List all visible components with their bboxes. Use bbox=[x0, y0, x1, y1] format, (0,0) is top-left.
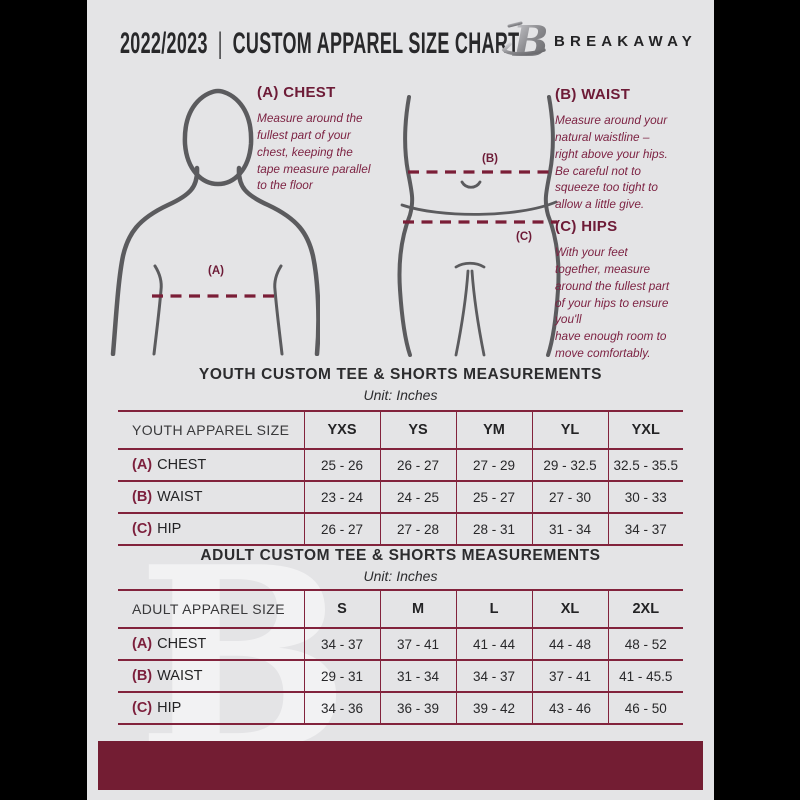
size-value-cell: 28 - 31 bbox=[455, 513, 532, 545]
breakaway-logo-icon: B bbox=[501, 17, 549, 66]
season-label: 2022/2023 bbox=[120, 27, 208, 60]
size-value-cell: 29 - 32.5 bbox=[531, 449, 608, 481]
hips-guide-text: With your feet together, measure around … bbox=[555, 245, 670, 360]
size-value-cell: 34 - 37 bbox=[303, 628, 380, 660]
size-value-cell: 44 - 48 bbox=[531, 628, 608, 660]
footer-accent-bar bbox=[98, 741, 703, 790]
row-label-cell: (B) WAIST bbox=[118, 660, 304, 692]
row-name: HIP bbox=[157, 521, 182, 537]
row-label-cell: (C) HIP bbox=[118, 513, 304, 545]
column-header: L bbox=[455, 590, 532, 628]
size-value-cell: 46 - 50 bbox=[607, 692, 683, 724]
size-value-cell: 31 - 34 bbox=[531, 513, 608, 545]
waist-line-label: (B) bbox=[482, 153, 498, 165]
size-value-cell: 48 - 52 bbox=[607, 628, 683, 660]
title-divider: | bbox=[217, 27, 223, 60]
row-label-cell: (B) WAIST bbox=[118, 481, 304, 513]
table-row: (B) WAIST 29 - 31 31 - 34 34 - 37 37 - 41… bbox=[118, 660, 683, 692]
row-prefix: (B) bbox=[132, 489, 153, 505]
row-prefix: (A) bbox=[132, 636, 153, 652]
hip-line-label: (C) bbox=[516, 231, 532, 243]
row-name: WAIST bbox=[157, 668, 203, 684]
youth-unit-label: Unit: Inches bbox=[363, 387, 438, 403]
youth-size-table: YOUTH APPAREL SIZE YXS YS YM YL YXL (A) C… bbox=[118, 410, 683, 546]
size-value-cell: 27 - 29 bbox=[455, 449, 532, 481]
upper-body-figure: (A) bbox=[110, 88, 320, 356]
row-label-cell: (A) CHEST bbox=[118, 449, 304, 481]
hips-guide: (C) HIPS With your feet together, measur… bbox=[555, 218, 713, 362]
page-title: 2022/2023 | CUSTOM APPAREL SIZE CHART bbox=[120, 27, 519, 61]
waist-guide-heading: (B) WAIST bbox=[555, 86, 631, 103]
size-value-cell: 34 - 37 bbox=[455, 660, 532, 692]
adult-section-title: ADULT CUSTOM TEE & SHORTS MEASUREMENTS bbox=[200, 547, 601, 564]
chest-guide: (A) CHEST Measure around the fullest par… bbox=[257, 84, 409, 194]
size-value-cell: 25 - 26 bbox=[303, 449, 380, 481]
size-chart-page: B 2022/2023 | CUSTOM APPAREL SIZE CHART B … bbox=[87, 0, 714, 800]
size-value-cell: 34 - 37 bbox=[607, 513, 683, 545]
size-value-cell: 31 - 34 bbox=[379, 660, 456, 692]
size-value-cell: 37 - 41 bbox=[531, 660, 608, 692]
row-label-cell: (C) HIP bbox=[118, 692, 304, 724]
chest-line-label: (A) bbox=[208, 265, 224, 277]
table-row: (C) HIP 26 - 27 27 - 28 28 - 31 31 - 34 3… bbox=[118, 513, 683, 545]
chest-guide-heading: (A) CHEST bbox=[257, 84, 336, 101]
row-label-cell: (A) CHEST bbox=[118, 628, 304, 660]
column-header: XL bbox=[531, 590, 608, 628]
chest-guide-text: Measure around the fullest part of your … bbox=[257, 111, 371, 193]
table-header-row: ADULT APPAREL SIZE S M L XL 2XL bbox=[118, 590, 683, 628]
size-value-cell: 39 - 42 bbox=[455, 692, 532, 724]
row-name: WAIST bbox=[157, 489, 203, 505]
size-value-cell: 25 - 27 bbox=[455, 481, 532, 513]
size-value-cell: 24 - 25 bbox=[379, 481, 456, 513]
size-value-cell: 32.5 - 35.5 bbox=[607, 449, 683, 481]
row-prefix: (C) bbox=[132, 700, 153, 716]
row-prefix: (B) bbox=[132, 668, 153, 684]
size-value-cell: 26 - 27 bbox=[303, 513, 380, 545]
table-row: (A) CHEST 25 - 26 26 - 27 27 - 29 29 - 32… bbox=[118, 449, 683, 481]
table-row: (B) WAIST 23 - 24 24 - 25 25 - 27 27 - 30… bbox=[118, 481, 683, 513]
lower-body-figure: (B) (C) bbox=[397, 95, 561, 357]
title-label: CUSTOM APPAREL SIZE CHART bbox=[232, 27, 520, 60]
table-row: (C) HIP 34 - 36 36 - 39 39 - 42 43 - 46 4… bbox=[118, 692, 683, 724]
column-header: YM bbox=[455, 411, 532, 449]
table-row: (A) CHEST 34 - 37 37 - 41 41 - 44 44 - 48… bbox=[118, 628, 683, 660]
row-prefix: (C) bbox=[132, 521, 153, 537]
size-value-cell: 37 - 41 bbox=[379, 628, 456, 660]
size-value-cell: 23 - 24 bbox=[303, 481, 380, 513]
adult-unit-label: Unit: Inches bbox=[363, 568, 438, 584]
brand-name: BREAKAWAY bbox=[554, 33, 697, 50]
column-header: YL bbox=[531, 411, 608, 449]
size-value-cell: 34 - 36 bbox=[303, 692, 380, 724]
adult-size-header-cell: ADULT APPAREL SIZE bbox=[132, 601, 285, 617]
column-header: YXS bbox=[303, 411, 380, 449]
size-value-cell: 30 - 33 bbox=[607, 481, 683, 513]
size-value-cell: 27 - 28 bbox=[379, 513, 456, 545]
row-name: CHEST bbox=[157, 457, 207, 473]
size-value-cell: 41 - 44 bbox=[455, 628, 532, 660]
youth-section-title: YOUTH CUSTOM TEE & SHORTS MEASUREMENTS bbox=[198, 366, 603, 383]
size-value-cell: 43 - 46 bbox=[531, 692, 608, 724]
table-header-row: YOUTH APPAREL SIZE YXS YS YM YL YXL bbox=[118, 411, 683, 449]
column-header: YXL bbox=[607, 411, 683, 449]
size-value-cell: 26 - 27 bbox=[379, 449, 456, 481]
row-name: HIP bbox=[157, 700, 182, 716]
column-header: YS bbox=[379, 411, 456, 449]
row-prefix: (A) bbox=[132, 457, 153, 473]
waist-guide-text: Measure around your natural waistline – … bbox=[555, 113, 668, 211]
waist-guide: (B) WAIST Measure around your natural wa… bbox=[555, 86, 713, 213]
column-header: S bbox=[303, 590, 380, 628]
size-value-cell: 27 - 30 bbox=[531, 481, 608, 513]
column-header: M bbox=[379, 590, 456, 628]
column-header: 2XL bbox=[607, 590, 683, 628]
size-value-cell: 36 - 39 bbox=[379, 692, 456, 724]
size-value-cell: 29 - 31 bbox=[303, 660, 380, 692]
hips-guide-heading: (C) HIPS bbox=[555, 218, 618, 235]
adult-size-table: ADULT APPAREL SIZE S M L XL 2XL (A) CHEST… bbox=[118, 589, 683, 725]
size-value-cell: 41 - 45.5 bbox=[607, 660, 683, 692]
youth-size-header-cell: YOUTH APPAREL SIZE bbox=[132, 422, 290, 438]
row-name: CHEST bbox=[157, 636, 207, 652]
